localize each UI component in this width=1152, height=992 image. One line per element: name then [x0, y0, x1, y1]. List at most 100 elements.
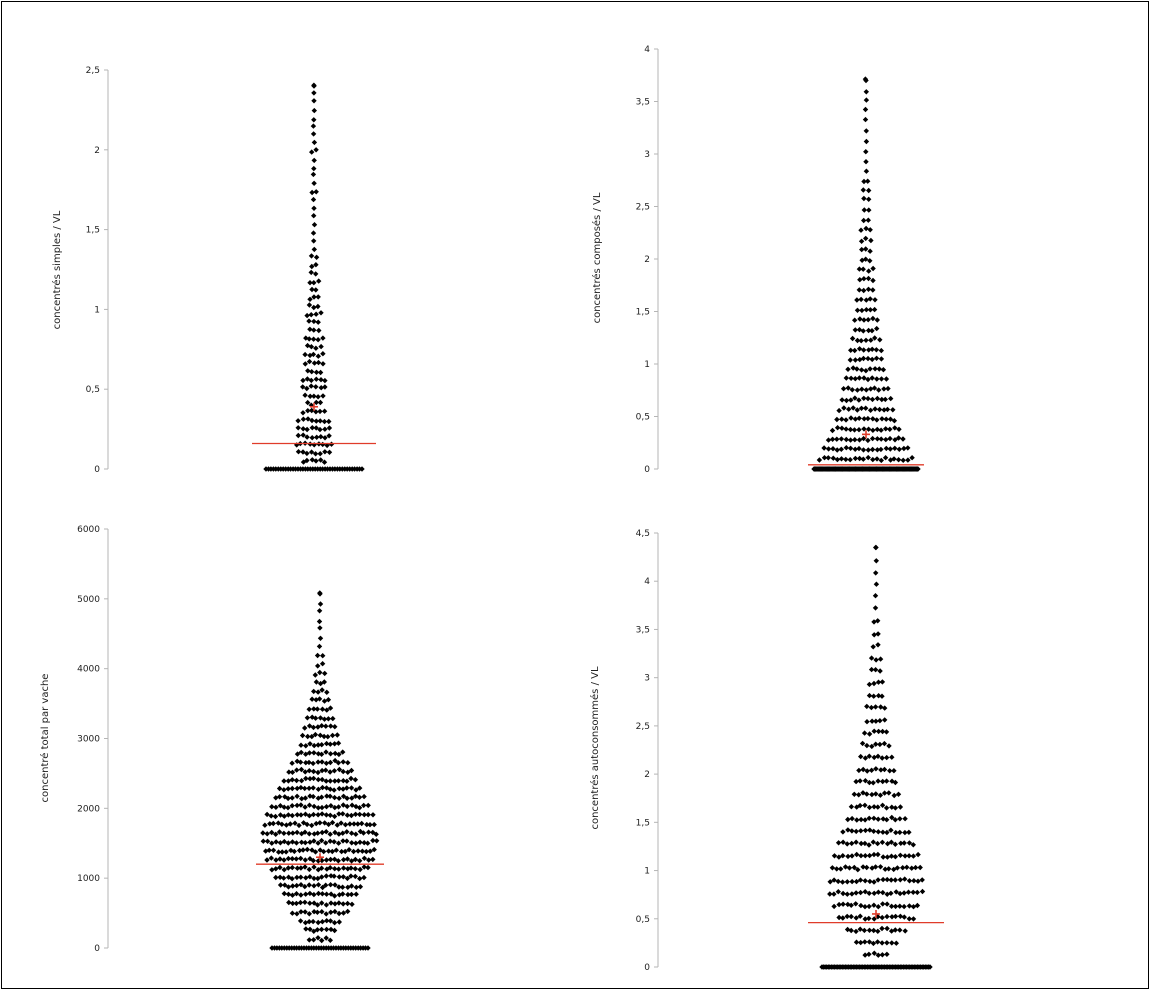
data-point [852, 357, 859, 363]
data-point [302, 883, 308, 890]
data-point [339, 884, 346, 890]
data-point [321, 733, 327, 740]
data-point [306, 831, 312, 837]
data-point [834, 416, 840, 423]
data-point [857, 877, 864, 883]
data-point [853, 890, 859, 896]
data-point [309, 714, 315, 720]
data-point [305, 399, 311, 406]
data-point [905, 889, 912, 895]
data-point [865, 217, 871, 223]
data-point [299, 732, 306, 739]
data-point [344, 795, 350, 801]
data-point [883, 416, 889, 422]
data-point [910, 853, 917, 859]
data-point [897, 927, 903, 933]
data-point [892, 805, 899, 811]
data-point [845, 816, 851, 823]
data-point [871, 306, 878, 313]
data-point [892, 913, 899, 920]
data-point [867, 407, 874, 413]
data-point [332, 750, 338, 757]
data-point [876, 387, 882, 393]
data-point [325, 697, 332, 703]
data-point [277, 856, 283, 862]
data-point [836, 407, 842, 414]
data-point [314, 909, 321, 915]
data-point [289, 795, 295, 801]
data-point [298, 831, 305, 837]
data-point [866, 842, 872, 848]
data-point [854, 851, 860, 858]
data-point [311, 883, 317, 889]
data-point [320, 351, 326, 357]
data-point [370, 856, 376, 863]
data-point [285, 865, 291, 871]
data-point [311, 107, 317, 114]
data-point [357, 884, 364, 890]
data-point [843, 456, 849, 463]
data-point [289, 769, 296, 775]
y-ticks: 0 1000 2000 3000 4000 5000 6000 [77, 525, 108, 954]
data-point [331, 768, 338, 774]
y-tick-label: 0 [94, 465, 100, 475]
y-tick-label: 2000 [77, 804, 100, 814]
data-point [345, 866, 351, 872]
data-point [834, 447, 840, 453]
data-point [289, 785, 295, 792]
data-point [306, 723, 313, 729]
data-point [310, 336, 317, 342]
data-point [365, 945, 371, 951]
data-point [311, 900, 317, 906]
data-point [884, 876, 890, 883]
data-point [863, 168, 870, 174]
data-point [345, 884, 351, 890]
data-point [883, 778, 890, 784]
data-point [871, 916, 877, 922]
data-point [315, 812, 321, 818]
data-point [352, 856, 359, 863]
data-point [914, 902, 921, 909]
data-point [866, 692, 873, 699]
data-point [869, 743, 875, 750]
data-point [317, 635, 324, 641]
data-point [883, 729, 890, 735]
data-point [321, 848, 327, 855]
data-point [340, 910, 347, 916]
data-point [281, 787, 287, 793]
data-point [314, 706, 321, 712]
data-point [905, 457, 911, 463]
data-point [879, 693, 885, 699]
data-point [866, 681, 873, 688]
data-point [868, 655, 875, 661]
data-point [270, 847, 277, 853]
data-point [313, 345, 319, 351]
data-point [888, 877, 894, 883]
data-point [311, 706, 317, 712]
data-point [289, 876, 295, 882]
data-point [854, 387, 861, 393]
data-point [294, 865, 301, 871]
data-point [311, 742, 317, 749]
data-point [289, 892, 296, 898]
data-point [348, 873, 354, 879]
data-point [313, 147, 319, 153]
data-point [884, 817, 890, 823]
data-point [311, 139, 318, 146]
data-point [876, 406, 883, 413]
data-point [853, 915, 859, 921]
data-point [858, 939, 864, 946]
data-point [848, 927, 854, 934]
data-point [335, 778, 342, 784]
data-point [300, 432, 306, 438]
data-point [319, 784, 326, 791]
data-point [852, 376, 858, 382]
data-point [298, 784, 304, 791]
data-point [318, 457, 324, 463]
data-point [336, 866, 342, 872]
data-point [298, 892, 304, 898]
data-point [900, 457, 906, 463]
data-point [323, 857, 330, 863]
data-point [915, 851, 921, 858]
data-point [352, 777, 359, 783]
